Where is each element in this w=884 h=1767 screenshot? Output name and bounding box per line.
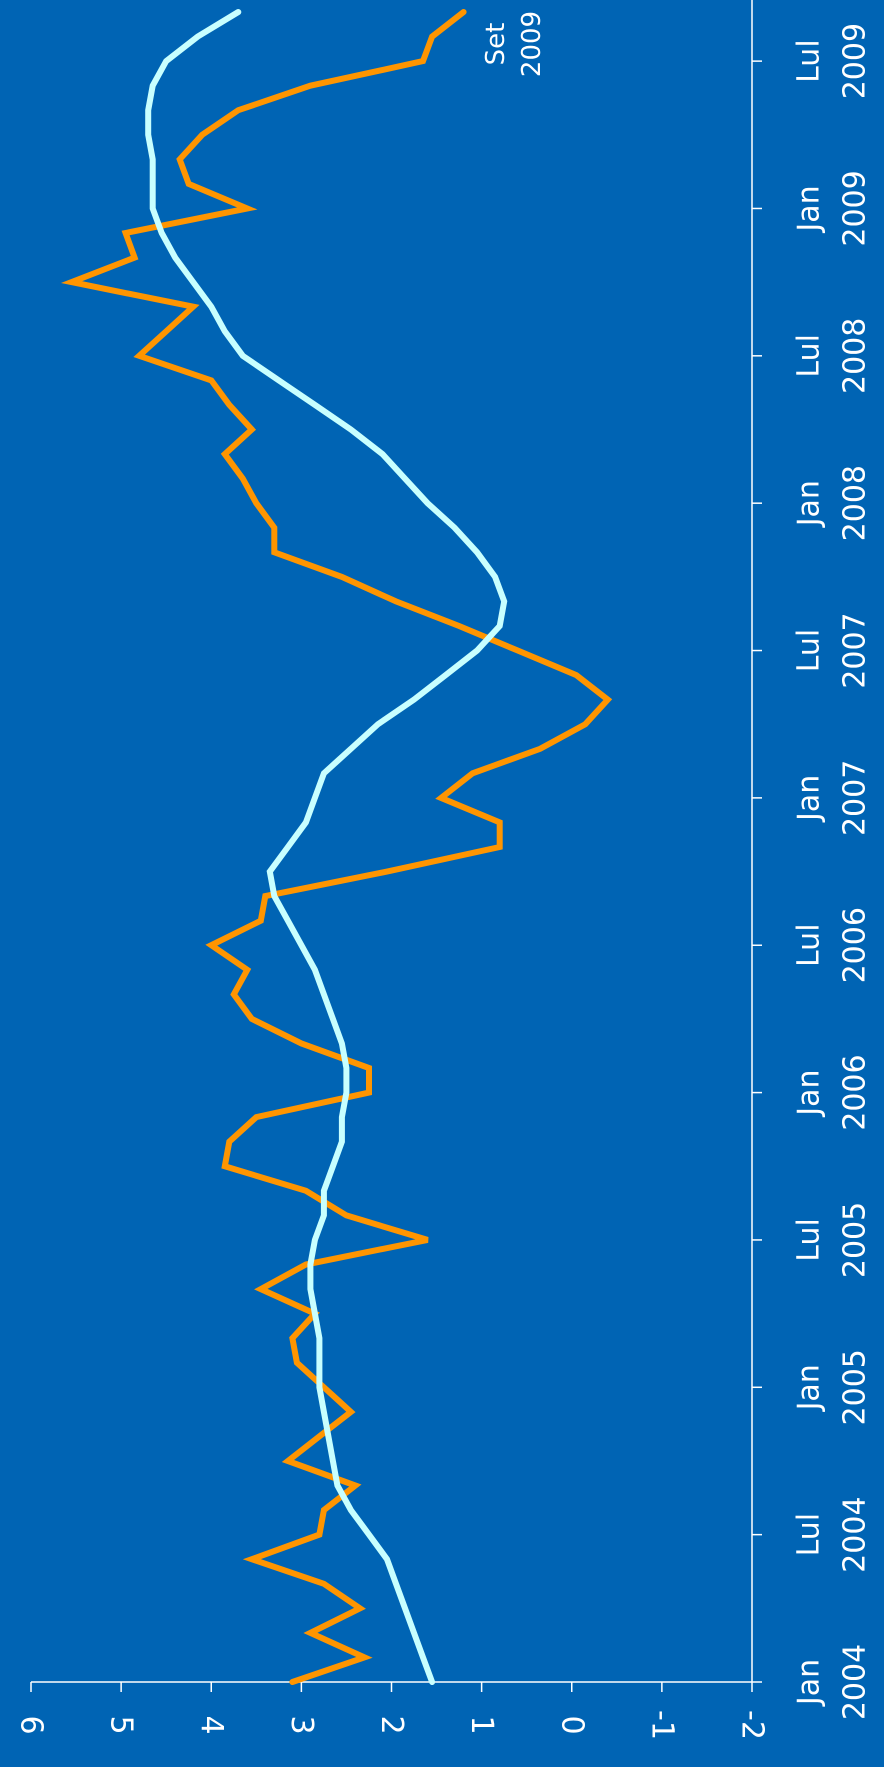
value-tick-label: -1 [644, 1710, 679, 1740]
series-line-1 [60, 9, 613, 1685]
time-tick-month: Jan [792, 1364, 827, 1412]
axes [30, 0, 762, 1692]
time-tick-month: Lul [792, 923, 827, 967]
time-tick-year: 2007 [838, 612, 873, 688]
time-tick-month: Jan [792, 1069, 827, 1117]
time-tick-month: Jan [792, 480, 827, 528]
time-tick-year: 2005 [838, 1349, 873, 1425]
time-tick-month: Lul [792, 39, 827, 83]
value-tick-label: 6 [14, 1715, 49, 1734]
time-tick-month: Lul [792, 1513, 827, 1557]
annotation-text: 2009 [517, 11, 547, 77]
value-tick-label: 1 [464, 1715, 499, 1734]
value-tick-label: 2 [374, 1715, 409, 1734]
time-tick-year: 2004 [838, 1496, 873, 1572]
time-tick-month: Lul [792, 629, 827, 673]
value-tick-label: 0 [554, 1715, 589, 1734]
labels: 6 5 4 3 2 1 0 -1 -2 Jan 2004 Lul 2004 Jan 2005 Lul 2005 J… [14, 11, 873, 1740]
time-tick-month: Jan [792, 1659, 827, 1707]
series-line-2 [145, 9, 508, 1685]
time-tick-year: 2009 [838, 170, 873, 246]
time-tick-year: 2009 [838, 23, 873, 99]
value-tick-label: 5 [104, 1715, 139, 1734]
time-tick-year: 2008 [838, 318, 873, 394]
time-tick-year: 2006 [838, 907, 873, 983]
value-tick-label: -2 [735, 1710, 770, 1740]
value-tick-label: 3 [284, 1715, 319, 1734]
annotation-text: Set [481, 23, 511, 66]
time-tick-year: 2004 [838, 1644, 873, 1720]
series-layer [60, 9, 613, 1685]
time-tick-month: Lul [792, 1218, 827, 1262]
time-tick-year: 2008 [838, 465, 873, 541]
time-tick-month: Jan [792, 185, 827, 233]
time-tick-year: 2006 [838, 1054, 873, 1130]
time-tick-year: 2005 [838, 1202, 873, 1278]
value-tick-label: 4 [194, 1715, 229, 1734]
time-tick-month: Jan [792, 775, 827, 823]
time-tick-month: Lul [792, 334, 827, 378]
time-tick-year: 2007 [838, 760, 873, 836]
